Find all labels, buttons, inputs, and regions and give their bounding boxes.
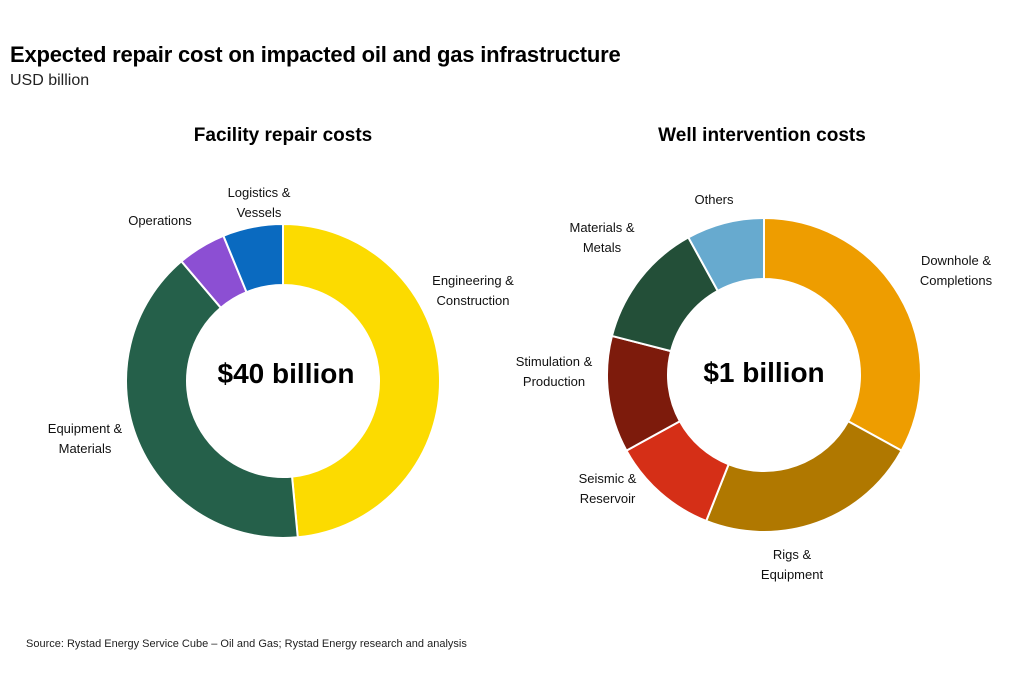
slice-label-downhole-completions: Downhole & Completions (919, 253, 993, 288)
slice-label-equipment-materials: Equipment & Materials (47, 421, 123, 456)
well-total-label: $1 billion (703, 357, 825, 388)
donut-slice-equipment-materials (125, 259, 299, 539)
slice-label-engineering-construction: Engineering & Construction (432, 273, 514, 308)
slice-label-stimulation-production: Stimulation & Production (515, 354, 593, 389)
slice-label-logistics-vessels: Logistics & Vessels (227, 185, 291, 220)
slice-label-operations: Operations (128, 213, 192, 228)
slice-label-materials-metals: Materials & Metals (569, 220, 635, 255)
donut-slice-rigs-equipment (704, 419, 903, 533)
donut-slice-logistics-vessels (222, 222, 284, 294)
chart-subtitle: USD billion (10, 72, 90, 89)
facility-total-label: $40 billion (217, 358, 355, 389)
facility-chart-title: Facility repair costs (193, 125, 373, 146)
well-chart-title: Well intervention costs (658, 125, 866, 146)
source-note: Source: Rystad Energy Service Cube – Oil… (26, 638, 467, 650)
donut-slice-others (687, 216, 765, 293)
donut-slice-downhole-completions (763, 216, 922, 452)
donut-slice-engineering-construction (282, 222, 441, 539)
chart-title-main: Expected repair cost on impacted oil and… (10, 42, 621, 67)
slice-label-rigs-equipment: Rigs & Equipment (760, 547, 824, 582)
slice-label-seismic-reservoir: Seismic & Reservoir (578, 471, 637, 506)
slice-label-others: Others (694, 192, 734, 207)
